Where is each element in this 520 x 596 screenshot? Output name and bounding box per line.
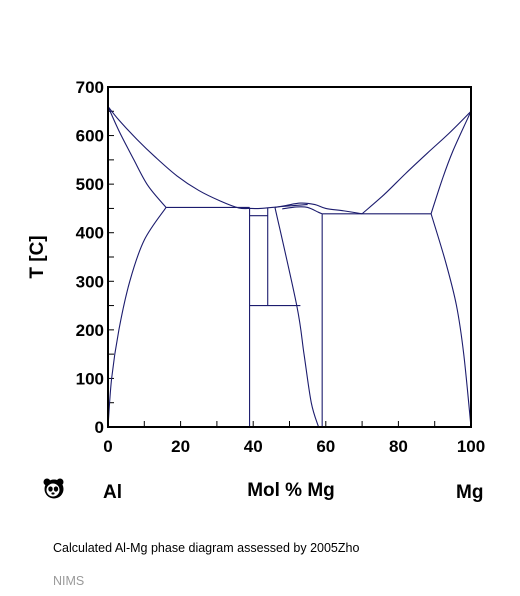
phase-boundary-line [107, 106, 167, 208]
y-tick-label: 200 [76, 321, 104, 340]
phase-boundary-line [282, 206, 323, 215]
x-axis-title: Mol % Mg [247, 480, 335, 501]
x-tick-label: 40 [244, 437, 263, 456]
y-tick-label: 500 [76, 175, 104, 194]
phase-boundary-line [107, 207, 167, 428]
y-tick-label: 300 [76, 272, 104, 291]
plot-frame [107, 86, 472, 428]
y-tick-label: 600 [76, 127, 104, 146]
x-tick-label: 60 [316, 437, 335, 456]
y-axis-title: T [C] [27, 235, 48, 278]
y-tick-label: 0 [95, 418, 104, 437]
phase-boundary-line [361, 110, 472, 215]
phase-diagram: 0 20 40 60 80 100 0 100 200 300 400 500 600 700 T [C]… [27, 78, 486, 503]
x-tick-label: 0 [103, 437, 112, 456]
phase-boundaries [107, 106, 472, 428]
y-tick-label: 400 [76, 224, 104, 243]
phase-boundary-line [274, 202, 363, 215]
x-tick-label: 20 [171, 437, 190, 456]
tick-marks [107, 86, 472, 428]
tick-labels: 0 20 40 60 80 100 0 100 200 300 400 500 600 700 [76, 78, 486, 456]
phase-boundary-line [107, 106, 250, 210]
right-element-label: Mg [456, 482, 483, 503]
y-tick-label: 700 [76, 78, 104, 97]
left-element-label: Al [103, 482, 122, 503]
x-tick-label: 80 [389, 437, 408, 456]
y-tick-label: 100 [76, 369, 104, 388]
phase-boundary-line [274, 207, 320, 428]
source-label: NIMS [53, 574, 85, 588]
x-tick-label: 100 [457, 437, 485, 456]
phase-boundary-line [430, 213, 472, 428]
diagram-caption: Calculated Al-Mg phase diagram assessed … [53, 541, 360, 555]
phase-boundary-line [430, 111, 472, 214]
panda-logo-icon [43, 478, 64, 499]
